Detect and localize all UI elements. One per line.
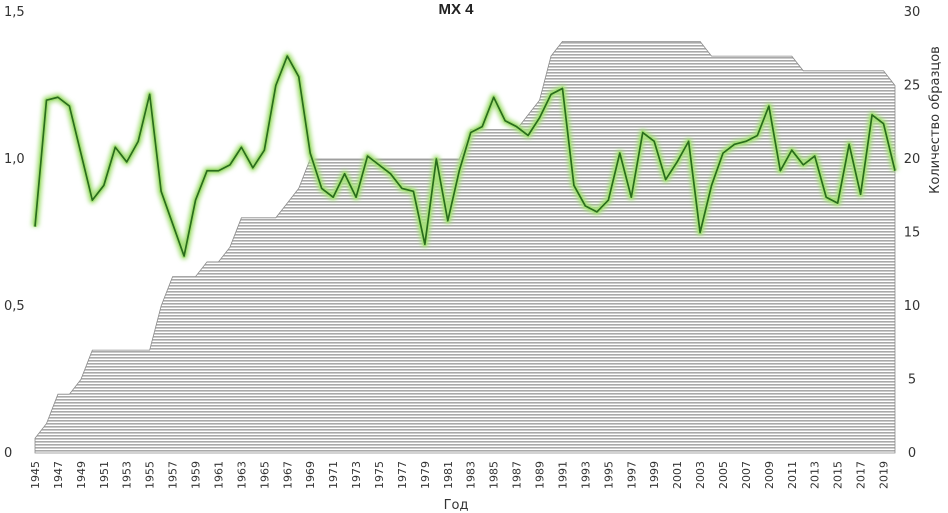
x-tick-label: 2001 xyxy=(671,461,684,489)
x-tick-label: 2007 xyxy=(740,461,753,489)
x-tick-label: 1947 xyxy=(52,461,65,489)
right-axis-ticks: 0 5 10 15 20 25 30 xyxy=(904,5,921,461)
left-tick-label: 0,5 xyxy=(4,299,25,314)
x-tick-label: 2003 xyxy=(694,461,707,489)
x-tick-label: 1995 xyxy=(602,461,615,489)
x-tick-label: 1981 xyxy=(442,461,455,489)
x-tick-label: 2009 xyxy=(763,461,776,489)
x-tick-label: 1955 xyxy=(144,461,157,489)
right-tick-label: 15 xyxy=(904,226,921,241)
x-tick-label: 1945 xyxy=(29,461,42,489)
x-tick-label: 1975 xyxy=(373,461,386,489)
x-tick-label: 1969 xyxy=(304,461,317,489)
x-tick-label: 1977 xyxy=(396,461,409,489)
x-tick-label: 2011 xyxy=(786,461,799,489)
x-tick-label: 2017 xyxy=(855,461,868,489)
x-tick-label: 1951 xyxy=(98,461,111,489)
x-tick-label: 1979 xyxy=(419,461,432,489)
x-tick-label: 2005 xyxy=(717,461,730,489)
left-axis-ticks: 0 0,5 1,0 1,5 xyxy=(4,5,25,461)
left-tick-label: 0 xyxy=(4,446,12,461)
x-tick-label: 1959 xyxy=(190,461,203,489)
series-line xyxy=(34,55,896,257)
x-tick-label: 2013 xyxy=(809,461,822,489)
right-tick-label: 20 xyxy=(904,152,921,167)
right-tick-label: 25 xyxy=(904,79,921,94)
x-tick-label: 1953 xyxy=(121,461,134,489)
x-tick-label: 1993 xyxy=(579,461,592,489)
series-line-layer xyxy=(31,52,899,260)
right-axis-label: Количество образцов xyxy=(928,46,943,194)
x-tick-label: 1997 xyxy=(625,461,638,489)
x-tick-label: 1987 xyxy=(511,461,524,489)
x-tick-label: 1989 xyxy=(534,461,547,489)
x-tick-label: 1991 xyxy=(557,461,570,489)
x-tick-label: 1957 xyxy=(167,461,180,489)
x-tick-label: 1967 xyxy=(281,461,294,489)
x-tick-label: 1961 xyxy=(213,461,226,489)
x-tick-label: 1983 xyxy=(465,461,478,489)
x-tick-label: 1963 xyxy=(235,461,248,489)
right-tick-label: 5 xyxy=(908,373,916,388)
x-tick-label: 2019 xyxy=(878,461,891,489)
sample-count-area-layer xyxy=(34,41,896,454)
x-tick-label: 1999 xyxy=(648,461,661,489)
x-axis-ticks: 1945 1947 1949 1951 1953 1955 1957 1959 1961 1963… xyxy=(29,461,891,489)
left-tick-label: 1,5 xyxy=(4,5,25,20)
sample-count-area xyxy=(34,41,896,454)
right-tick-label: 30 xyxy=(904,5,921,20)
x-tick-label: 2015 xyxy=(832,461,845,489)
x-tick-label: 1973 xyxy=(350,461,363,489)
x-tick-label: 1971 xyxy=(327,461,340,489)
x-tick-label: 1965 xyxy=(258,461,271,489)
x-axis-label: Год xyxy=(444,498,469,513)
x-tick-label: 1949 xyxy=(75,461,88,489)
x-tick-label: 1985 xyxy=(488,461,501,489)
right-tick-label: 10 xyxy=(904,299,921,314)
right-tick-label: 0 xyxy=(908,446,916,461)
left-tick-label: 1,0 xyxy=(4,152,25,167)
chart-title: МХ 4 xyxy=(438,1,474,18)
